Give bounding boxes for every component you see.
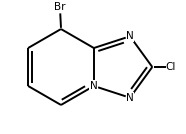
- Text: N: N: [126, 31, 134, 41]
- Text: Cl: Cl: [165, 62, 175, 72]
- Text: N: N: [90, 81, 98, 91]
- Text: N: N: [126, 93, 134, 103]
- Text: Br: Br: [54, 2, 66, 12]
